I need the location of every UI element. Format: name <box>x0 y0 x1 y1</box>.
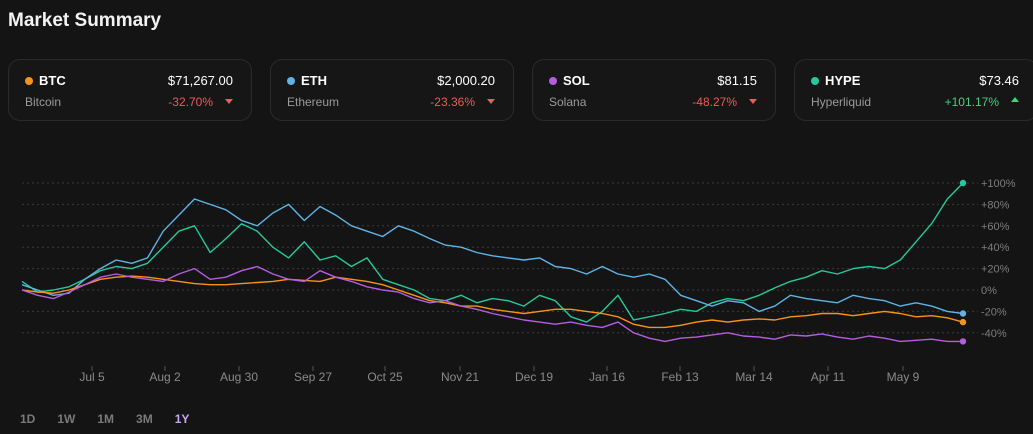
y-tick-label: +100% <box>981 178 1016 190</box>
series-line-eth <box>21 198 964 315</box>
series-line-sol <box>21 265 963 343</box>
sol-color-dot <box>549 77 557 85</box>
y-tick-label: -40% <box>981 328 1007 340</box>
x-tick-label: Apr 11 <box>811 370 846 384</box>
change-arrow-icon <box>487 99 495 104</box>
change-arrow-icon <box>1011 97 1019 102</box>
card-price: $81.15 <box>717 73 757 88</box>
x-tick-label: Dec 19 <box>515 370 553 384</box>
y-tick-label: +20% <box>981 264 1010 276</box>
change-arrow-icon <box>749 99 757 104</box>
x-tick-label: Nov 21 <box>441 370 479 384</box>
x-tick-label: May 9 <box>887 370 920 384</box>
y-tick-label: +80% <box>981 199 1010 211</box>
card-symbol: HYPE <box>825 73 861 88</box>
y-tick-label: +40% <box>981 242 1010 254</box>
card-change: -32.70% <box>168 95 213 109</box>
tab-1m[interactable]: 1M <box>97 412 115 426</box>
card-name: Ethereum <box>287 95 340 109</box>
market-card-btc[interactable]: BTC Bitcoin $71,267.00 -32.70% <box>8 59 252 121</box>
card-symbol: ETH <box>301 73 327 88</box>
card-price: $2,000.20 <box>437 73 495 88</box>
x-tick-label: Aug 30 <box>220 370 258 384</box>
timeframe-tabs: 1D 1W 1M 3M 1Y <box>20 412 211 426</box>
card-change: +101.17% <box>944 95 999 109</box>
x-tick-label: Mar 14 <box>735 370 773 384</box>
tab-3m[interactable]: 3M <box>136 412 153 426</box>
card-change: -48.27% <box>692 95 737 109</box>
card-symbol: SOL <box>563 73 590 88</box>
change-arrow-icon <box>225 99 233 104</box>
card-change: -23.36% <box>430 95 475 109</box>
x-tick-label: Jan 16 <box>589 370 625 384</box>
card-price: $71,267.00 <box>167 73 233 88</box>
series-line-btc <box>21 275 964 329</box>
card-price: $73.46 <box>979 73 1019 88</box>
x-tick-label: Oct 25 <box>367 370 403 384</box>
price-performance-chart[interactable]: +100% +80% +60% +40% +20% 0% -20% -40% Jul 5 Aug … <box>0 150 1033 390</box>
series-line-hype <box>21 182 964 323</box>
hype-color-dot <box>811 77 819 85</box>
tab-1w[interactable]: 1W <box>57 412 76 426</box>
x-tick-label: Jul 5 <box>79 370 105 384</box>
market-card-sol[interactable]: SOL Solana $81.15 -48.27% <box>532 59 776 121</box>
tab-1d[interactable]: 1D <box>20 412 36 426</box>
x-tick-label: Sep 27 <box>294 370 332 384</box>
y-tick-label: 0% <box>981 285 997 297</box>
card-symbol: BTC <box>39 73 66 88</box>
x-tick-label: Feb 13 <box>661 370 699 384</box>
market-card-eth[interactable]: ETH Ethereum $2,000.20 -23.36% <box>270 59 514 121</box>
card-name: Hyperliquid <box>811 95 872 109</box>
series-endpoint-sol <box>959 338 967 345</box>
y-tick-label: +60% <box>981 221 1010 233</box>
x-tick-label: Aug 2 <box>149 370 181 384</box>
series-endpoint-hype <box>959 179 967 187</box>
y-tick-label: -20% <box>981 306 1007 318</box>
series-endpoint-btc <box>959 318 967 326</box>
card-name: Solana <box>549 95 587 109</box>
tab-1y[interactable]: 1Y <box>174 412 190 426</box>
page-title: Market Summary <box>8 10 162 31</box>
eth-color-dot <box>287 77 295 85</box>
series-endpoint-eth <box>959 310 967 317</box>
market-card-hype[interactable]: HYPE Hyperliquid $73.46 +101.17% <box>794 59 1033 121</box>
card-name: Bitcoin <box>25 95 62 109</box>
btc-color-dot <box>25 77 33 85</box>
